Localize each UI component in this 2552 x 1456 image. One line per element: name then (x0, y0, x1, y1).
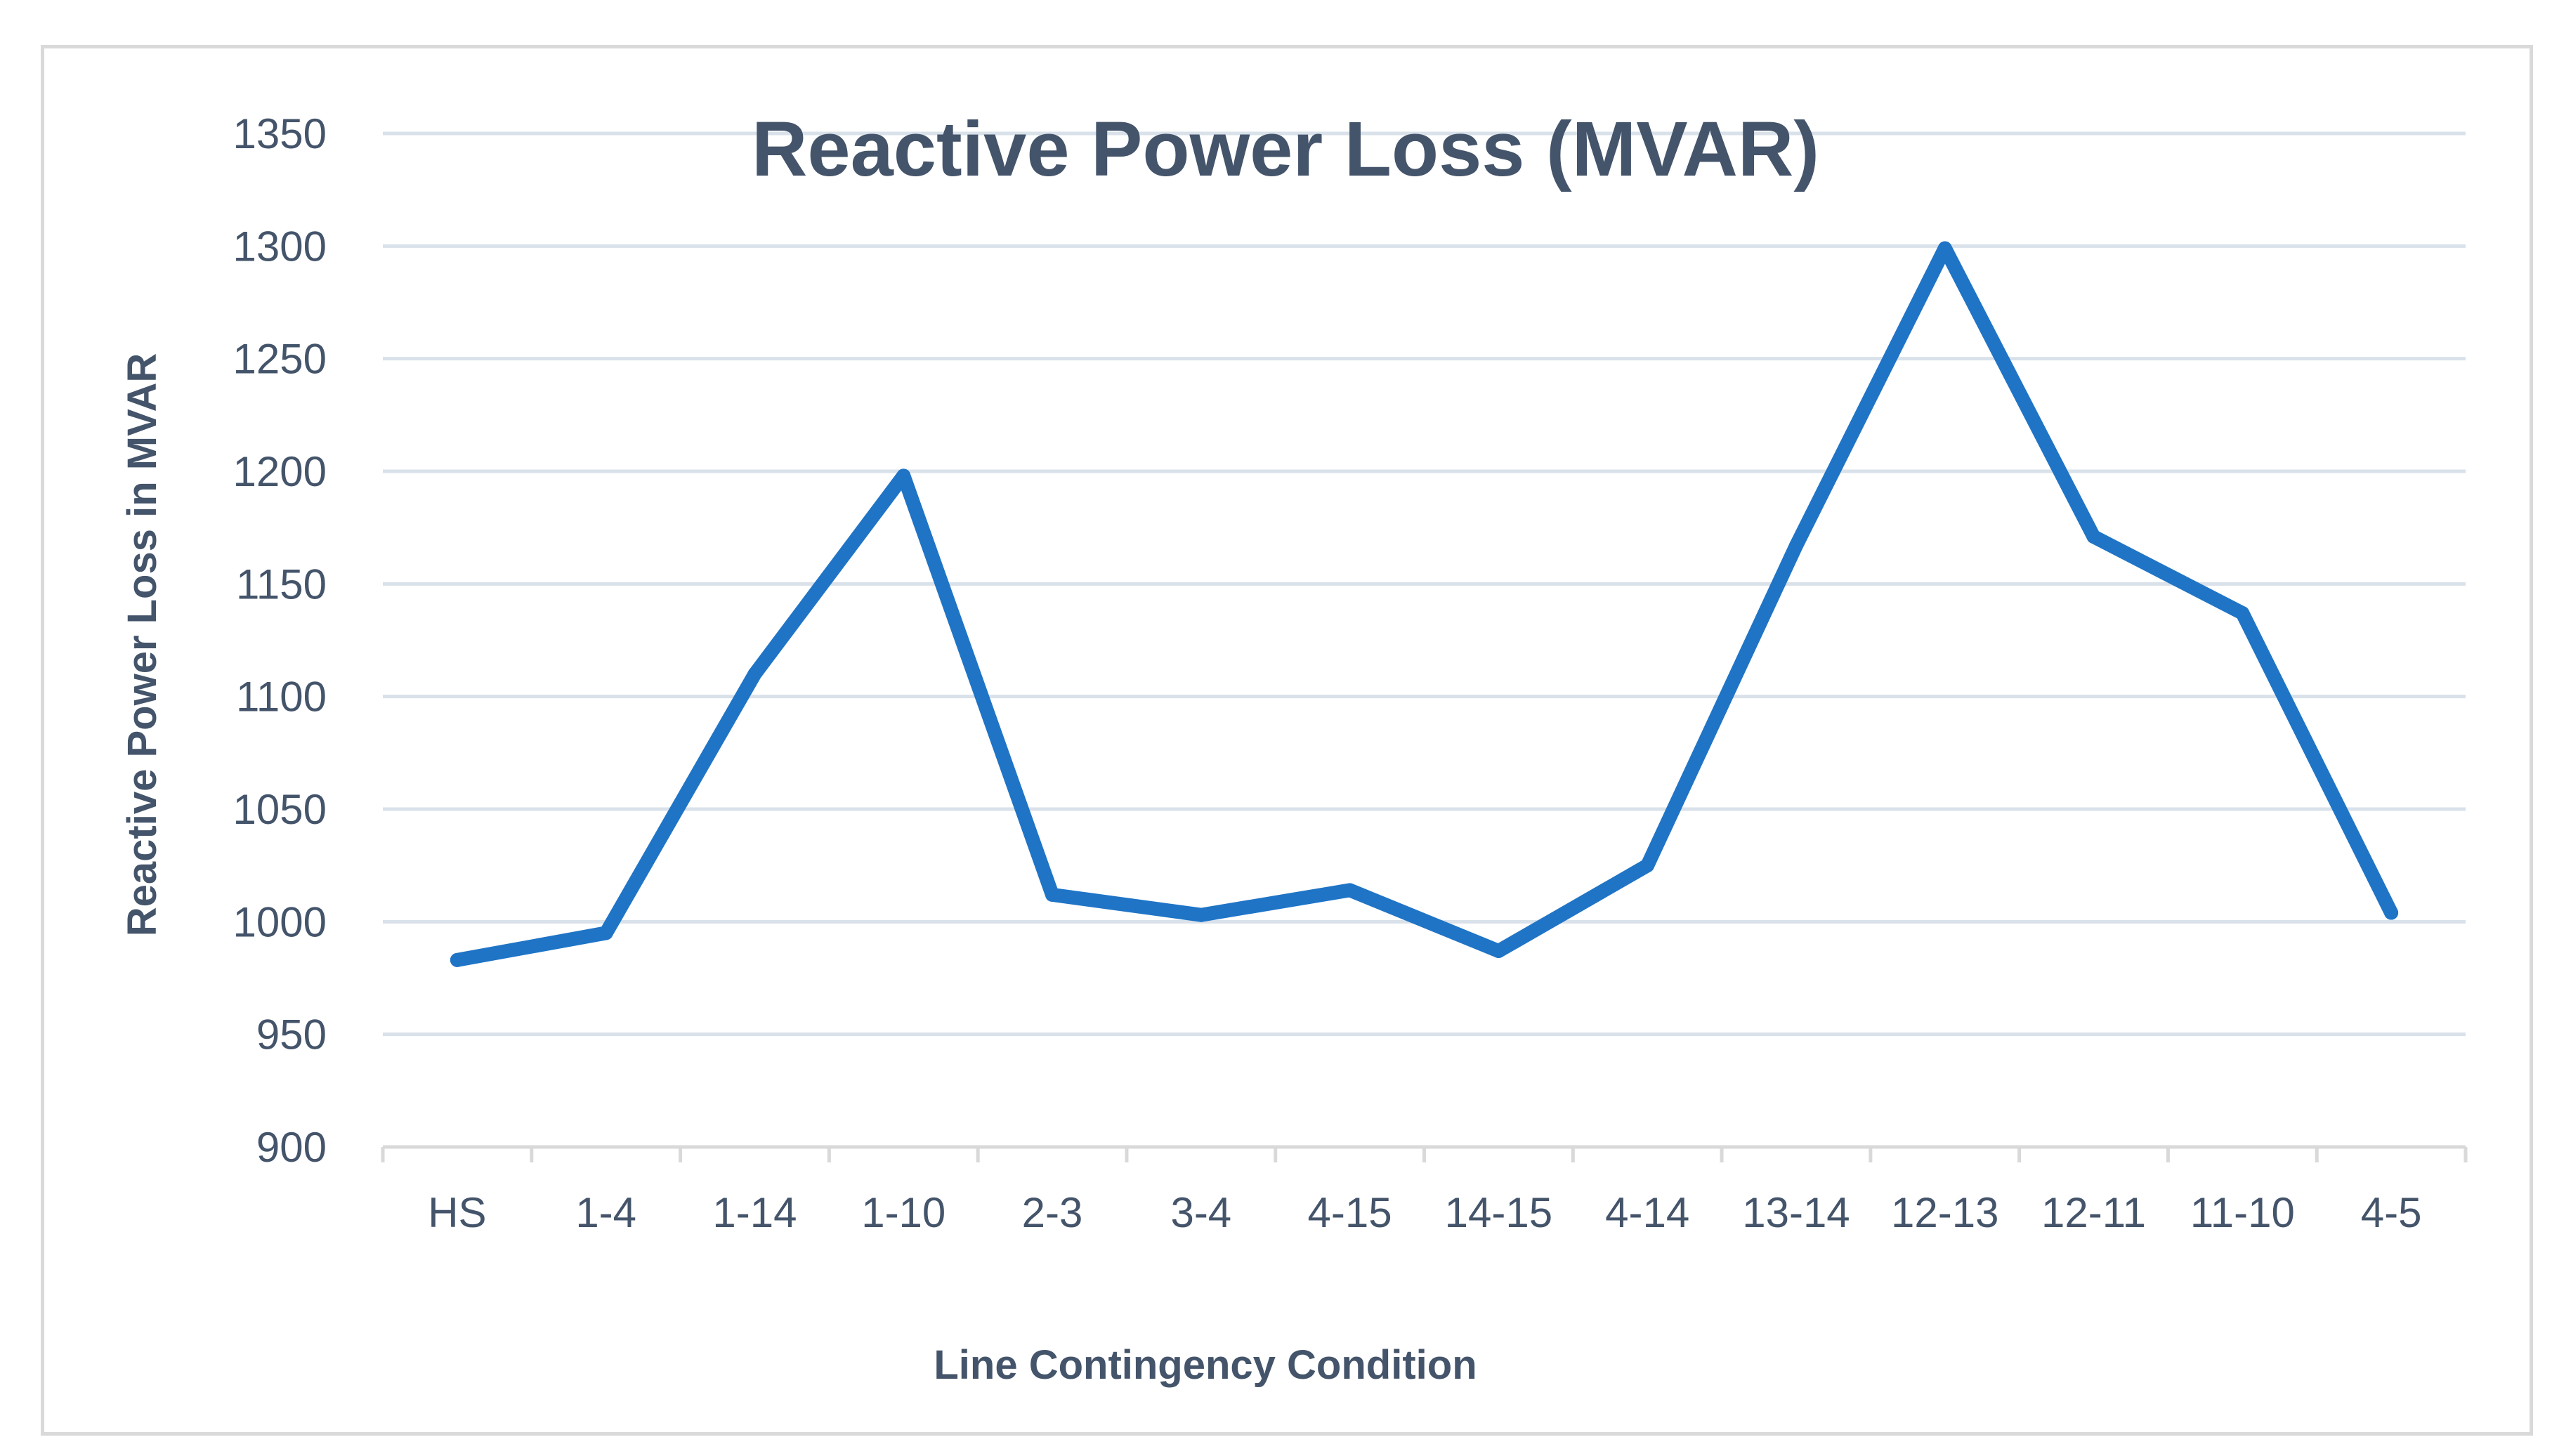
series-line-0 (450, 241, 2399, 967)
y-tick-labels: 900 950 1000 1050 1100 1150 1200 1250 1300 1350 (233, 110, 327, 1171)
x-tick-label: 2-3 (1022, 1189, 1083, 1236)
y-tick-label: 950 (256, 1011, 327, 1058)
x-tick-label: 4-5 (2361, 1189, 2422, 1236)
x-axis-title: Line Contingency Condition (934, 1342, 1477, 1388)
data-point (1342, 883, 1357, 898)
data-point (1937, 241, 1952, 256)
y-axis-title: Reactive Power Loss in MVAR (119, 353, 165, 937)
y-tick-label: 900 (256, 1124, 327, 1171)
y-tick-label: 1350 (233, 110, 327, 157)
data-point (1491, 944, 1506, 959)
x-tick-label: 1-14 (712, 1189, 797, 1236)
data-point (2235, 606, 2250, 621)
x-tick-label: 1-4 (575, 1189, 636, 1236)
x-tick-label: 4-15 (1308, 1189, 1392, 1236)
x-tick-label: HS (428, 1189, 486, 1236)
x-tick-label: 11-10 (2190, 1189, 2295, 1236)
x-tick-label: 13-14 (1742, 1189, 1850, 1236)
y-tick-label: 1250 (233, 336, 327, 383)
data-point (2384, 905, 2399, 920)
data-point (450, 952, 464, 967)
x-axis (381, 1145, 2468, 1162)
data-point (1788, 538, 1803, 553)
data-point (747, 667, 762, 681)
y-tick-label: 1200 (233, 448, 327, 495)
series-layer (450, 241, 2399, 967)
x-tick-label: 4-14 (1605, 1189, 1689, 1236)
y-tick-label: 1000 (233, 898, 327, 945)
chart-frame (41, 45, 2533, 1436)
data-point (598, 926, 613, 940)
y-tick-label: 1150 (236, 560, 327, 608)
data-point (1045, 887, 1060, 902)
x-tick-label: 12-11 (2041, 1189, 2146, 1236)
y-tick-label: 1300 (233, 223, 327, 270)
data-point (1640, 858, 1655, 873)
x-tick-labels: HS 1-4 1-14 1-10 2-3 3-4 4-15 14-15 4-14 13-14 12-… (428, 1189, 2421, 1236)
x-tick-label: 3-4 (1170, 1189, 1231, 1236)
y-tick-label: 1050 (233, 786, 327, 833)
gridlines (383, 131, 2466, 1037)
data-point (896, 468, 911, 483)
data-point (2086, 529, 2101, 544)
x-tick-label: 14-15 (1445, 1189, 1552, 1236)
x-tick-label: 12-13 (1891, 1189, 1998, 1236)
data-point (1193, 907, 1208, 922)
y-tick-label: 1100 (236, 674, 327, 721)
chart-title: Reactive Power Loss (MVAR) (752, 106, 1819, 192)
x-tick-label: 1-10 (861, 1189, 945, 1236)
